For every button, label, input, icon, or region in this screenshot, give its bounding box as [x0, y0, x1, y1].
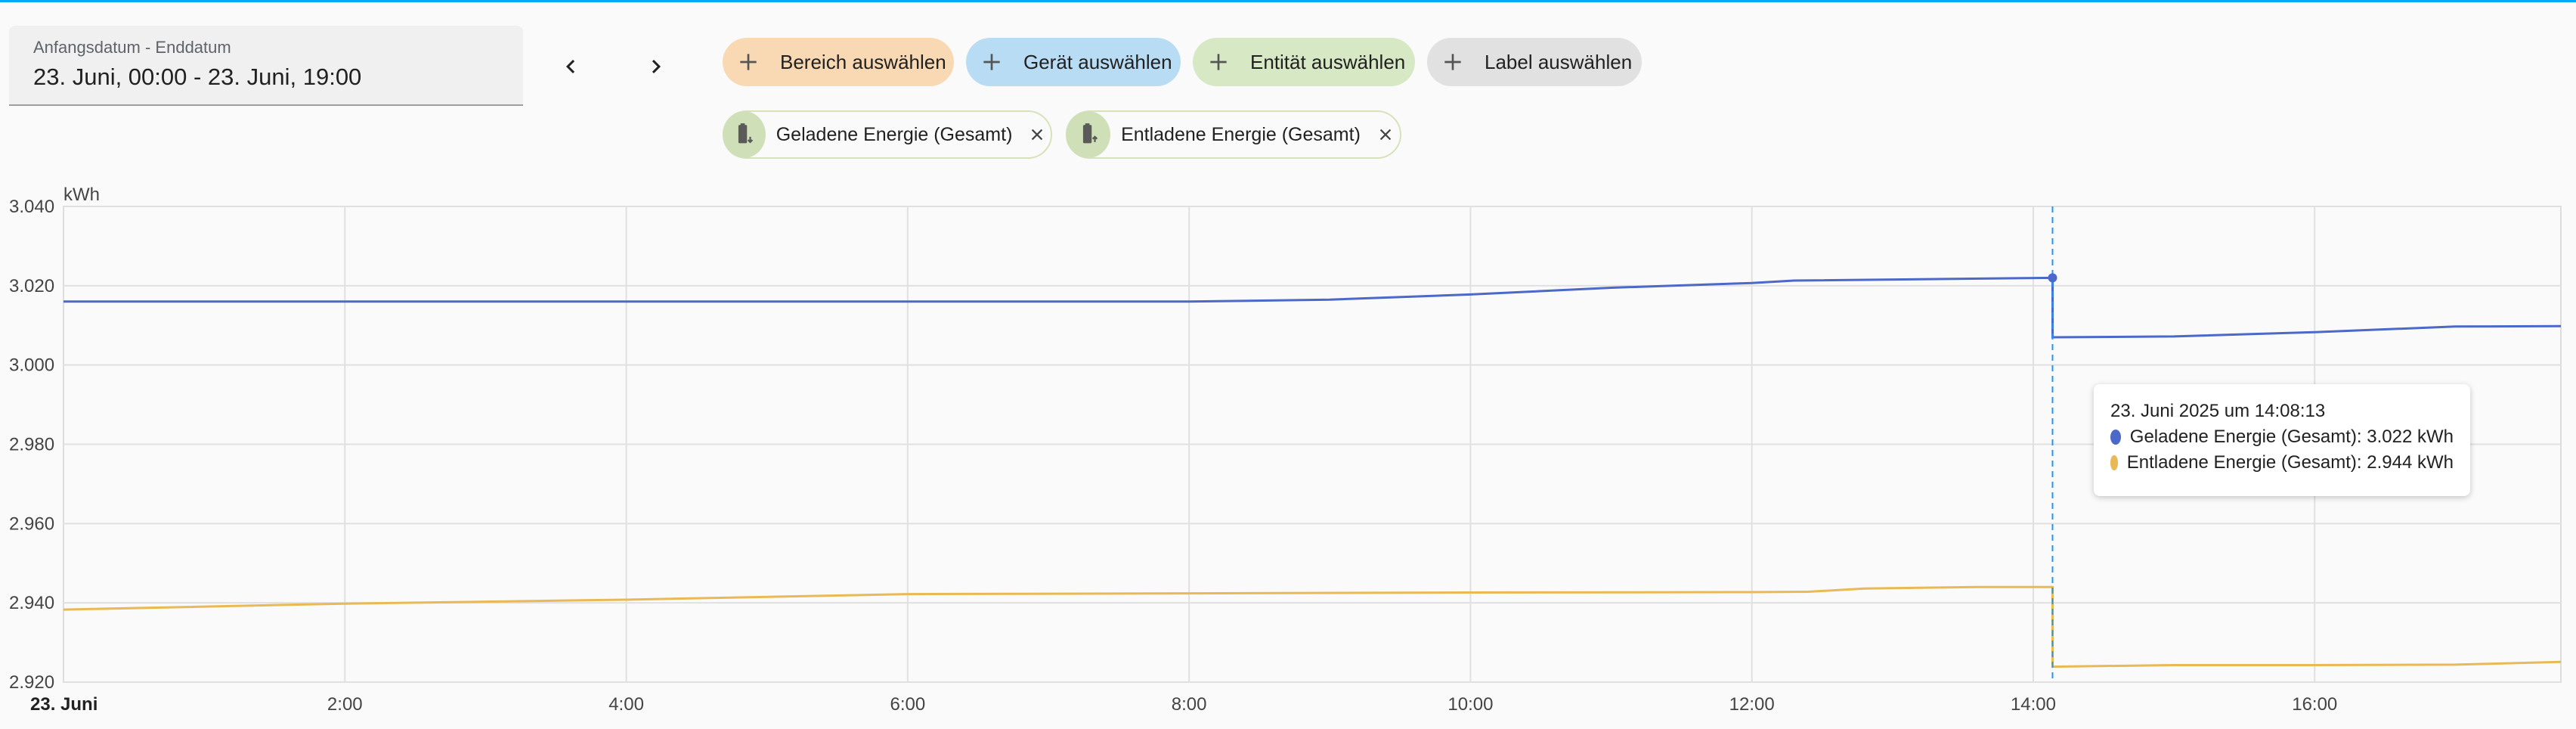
close-icon: [1031, 129, 1042, 141]
date-range-picker[interactable]: Anfangsdatum - Enddatum 23. Juni, 00:00 …: [9, 26, 523, 106]
plus-icon: [1444, 54, 1461, 70]
select-area-chip[interactable]: Bereich auswählen: [723, 38, 954, 86]
date-range-value: 23. Juni, 00:00 - 23. Juni, 19:00: [33, 64, 362, 90]
remove-entity-button[interactable]: [1371, 119, 1400, 150]
next-period-button[interactable]: [629, 39, 683, 94]
select-label-chip[interactable]: Label auswählen: [1427, 38, 1642, 86]
hover-point: [2048, 273, 2057, 283]
x-tick-label: 2:00: [327, 694, 363, 715]
entity-chip-label: Entladene Energie (Gesamt): [1121, 123, 1361, 145]
battery-charging-icon: [723, 111, 766, 158]
x-tick-label: 8:00: [1172, 694, 1207, 715]
series-line-charged-energy: [63, 276, 2562, 339]
plus-icon: [983, 54, 1000, 70]
tooltip-row-text: Geladene Energie (Gesamt): 3.022 kWh: [2129, 427, 2454, 447]
x-tick-label: 14:00: [2011, 694, 2056, 715]
series-color-dot: [2110, 455, 2118, 470]
y-tick-label: 3.000: [9, 355, 54, 376]
entity-chip-discharged-energy[interactable]: Entladene Energie (Gesamt): [1066, 110, 1401, 159]
select-entity-label: Entität auswählen: [1250, 50, 1406, 73]
select-area-label: Bereich auswählen: [780, 50, 946, 73]
battery-discharging-icon: [1066, 111, 1111, 158]
x-tick-label: 23. Juni: [30, 694, 98, 715]
tooltip-row-text: Entladene Energie (Gesamt): 2.944 kWh: [2126, 452, 2454, 473]
y-tick-label: 2.960: [9, 513, 54, 534]
chart-tooltip: 23. Juni 2025 um 14:08:13 Geladene Energ…: [2094, 384, 2470, 496]
y-axis-unit-label: kWh: [63, 185, 100, 205]
series-line-discharged-energy: [63, 585, 2562, 669]
x-tick-label: 12:00: [1729, 694, 1775, 715]
close-icon: [1379, 129, 1392, 141]
date-range-label: Anfangsdatum - Enddatum: [33, 38, 231, 57]
plus-icon: [740, 54, 757, 70]
y-tick-label: 2.980: [9, 435, 54, 455]
x-tick-label: 16:00: [2292, 694, 2337, 715]
series-color-dot: [2110, 430, 2121, 445]
plus-icon: [1210, 54, 1227, 70]
top-accent-line: [0, 0, 2576, 2]
select-entity-chip[interactable]: Entität auswählen: [1193, 38, 1415, 86]
select-label-label: Label auswählen: [1485, 50, 1633, 73]
tooltip-title: 23. Juni 2025 um 14:08:13: [2110, 401, 2326, 421]
y-tick-label: 3.040: [9, 197, 54, 217]
select-device-chip[interactable]: Gerät auswählen: [966, 38, 1181, 86]
x-tick-label: 10:00: [1447, 694, 1493, 715]
x-tick-label: 4:00: [608, 694, 644, 715]
tooltip-row: Geladene Energie (Gesamt): 3.022 kWh: [2110, 427, 2454, 448]
tooltip-row: Entladene Energie (Gesamt): 2.944 kWh: [2110, 452, 2454, 473]
select-device-label: Gerät auswählen: [1023, 50, 1172, 73]
chevron-right-icon: [652, 60, 661, 73]
x-tick-label: 6:00: [890, 694, 925, 715]
remove-entity-button[interactable]: [1023, 119, 1051, 150]
y-tick-label: 3.020: [9, 276, 54, 296]
entity-chip-label: Geladene Energie (Gesamt): [776, 123, 1013, 145]
previous-period-button[interactable]: [543, 39, 598, 94]
y-tick-label: 2.920: [9, 672, 54, 693]
chevron-left-icon: [566, 60, 575, 73]
entity-chip-charged-energy[interactable]: Geladene Energie (Gesamt): [723, 110, 1052, 159]
y-tick-label: 2.940: [9, 593, 54, 613]
